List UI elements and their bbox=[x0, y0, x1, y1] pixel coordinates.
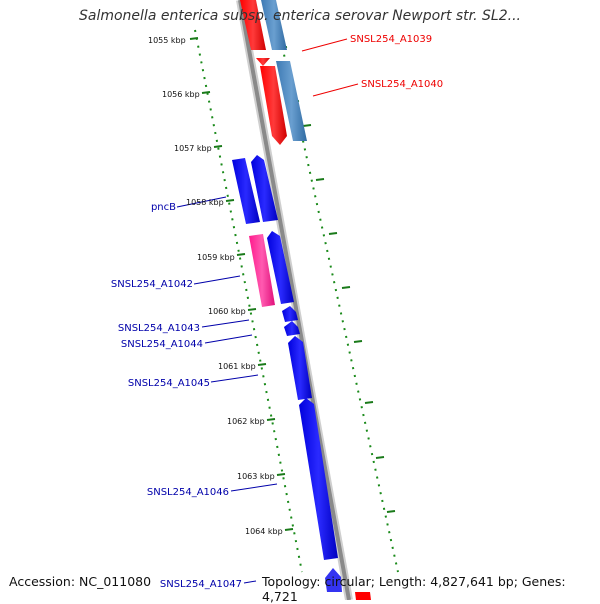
gene-label-a1046[interactable]: SNSL254_A1046 bbox=[147, 487, 229, 498]
tick-dash bbox=[276, 473, 286, 476]
tick-label: 1056 kbp bbox=[162, 90, 200, 99]
tick-dash bbox=[189, 37, 199, 40]
gene-snsl254-a1043[interactable] bbox=[282, 306, 298, 322]
tick-dash bbox=[315, 178, 325, 181]
tick-dash bbox=[302, 124, 312, 127]
tick-dash bbox=[247, 308, 257, 311]
tick-dash bbox=[375, 456, 385, 459]
gene-label-pncb[interactable]: pncB bbox=[151, 202, 176, 213]
tick-label: 1059 kbp bbox=[197, 253, 235, 262]
tick-marks bbox=[189, 37, 294, 531]
gene-label-a1047[interactable]: SNSL254_A1047 bbox=[160, 579, 242, 590]
label-connectors bbox=[176, 38, 359, 584]
tick-label: 1064 kbp bbox=[245, 527, 283, 536]
tick-label: 1057 kbp bbox=[174, 144, 212, 153]
tick-dash bbox=[257, 363, 267, 366]
tick-dash bbox=[266, 418, 276, 421]
gene-snsl254-a1045[interactable] bbox=[288, 336, 312, 400]
tick-label: 1063 kbp bbox=[237, 472, 275, 481]
gene-snsl254-a1047[interactable] bbox=[325, 568, 371, 600]
gene-label-a1039[interactable]: SNSL254_A1039 bbox=[350, 34, 432, 45]
connector-pncb bbox=[176, 196, 227, 208]
tick-label: 1060 kbp bbox=[208, 307, 246, 316]
tick-label: 1062 kbp bbox=[227, 417, 265, 426]
tick-dash bbox=[341, 286, 351, 289]
connector-a1044 bbox=[204, 334, 253, 344]
gene-label-a1043[interactable]: SNSL254_A1043 bbox=[118, 323, 200, 334]
gene-snsl254-a1039[interactable] bbox=[240, 0, 287, 66]
gene-label-a1040[interactable]: SNSL254_A1040 bbox=[361, 79, 443, 90]
tick-dash bbox=[236, 253, 246, 256]
tick-dash bbox=[201, 91, 211, 94]
gene-label-a1044[interactable]: SNSL254_A1044 bbox=[121, 339, 203, 350]
tick-dash bbox=[284, 528, 294, 531]
tick-dash bbox=[213, 145, 223, 148]
tick-dash bbox=[364, 401, 374, 404]
gene-label-a1045[interactable]: SNSL254_A1045 bbox=[128, 378, 210, 389]
connector-a1046 bbox=[230, 483, 278, 492]
gene-label-a1042[interactable]: SNSL254_A1042 bbox=[111, 279, 193, 290]
connector-a1043 bbox=[201, 319, 250, 328]
tick-label: 1061 kbp bbox=[218, 362, 256, 371]
gene-snsl254-a1044[interactable] bbox=[284, 321, 300, 336]
gene-snsl254-a1042[interactable] bbox=[249, 231, 294, 307]
tick-dash bbox=[386, 510, 396, 513]
accession-text: Accession: NC_011080 bbox=[9, 574, 152, 589]
genome-backbone bbox=[236, 0, 353, 601]
connector-a1045 bbox=[210, 374, 259, 383]
tick-label: 1055 kbp bbox=[148, 36, 186, 45]
map-title: Salmonella enterica subsp. enterica sero… bbox=[79, 8, 521, 24]
connector-a1042 bbox=[193, 275, 241, 285]
tick-dash bbox=[225, 199, 235, 202]
connector-a1039 bbox=[301, 38, 348, 52]
tick-labels: 1055 kbp 1056 kbp 1057 kbp 1058 kbp 1059… bbox=[148, 36, 283, 536]
gene-snsl254-a1040[interactable] bbox=[260, 61, 307, 145]
connector-a1047 bbox=[243, 580, 257, 584]
gene-labels: SNSL254_A1039 SNSL254_A1040 pncB SNSL254… bbox=[111, 34, 443, 590]
tick-dash bbox=[328, 232, 338, 235]
connector-a1040 bbox=[312, 83, 359, 97]
gene-pncb[interactable] bbox=[232, 155, 278, 224]
tick-dash bbox=[353, 340, 363, 343]
gene-snsl254-a1046[interactable] bbox=[299, 398, 338, 560]
tick-label: 1058 kbp bbox=[186, 198, 224, 207]
